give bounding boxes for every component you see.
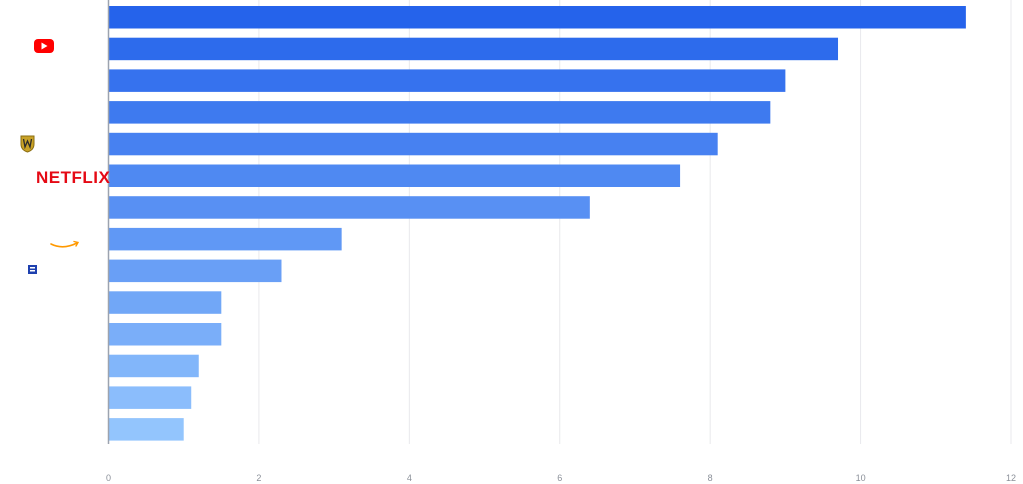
bar <box>108 101 771 124</box>
bar <box>108 69 786 92</box>
bar <box>108 37 839 61</box>
bar <box>108 323 222 346</box>
netflix-logo-icon: NETFLIX <box>36 168 110 187</box>
gridlines <box>258 0 1012 444</box>
bar <box>108 196 590 219</box>
bar <box>108 354 199 378</box>
bar <box>108 259 282 283</box>
warner-bros-logo-icon <box>20 135 35 153</box>
youtube-logo-icon <box>34 39 54 53</box>
netflix-logo-text: NETFLIX <box>36 168 110 187</box>
bars <box>108 6 966 441</box>
bar <box>108 6 966 29</box>
bar <box>108 386 192 409</box>
amazon-logo-icon <box>50 240 80 248</box>
bar <box>108 164 681 187</box>
bar <box>108 291 222 314</box>
bar <box>108 418 184 441</box>
x-tick-label: 12 <box>1006 473 1016 483</box>
bar <box>108 132 718 156</box>
x-tick-label: 0 <box>106 473 111 483</box>
x-tick-label: 8 <box>708 473 713 483</box>
bar <box>108 227 342 251</box>
x-tick-label: 4 <box>407 473 412 483</box>
x-tick-label: 2 <box>256 473 261 483</box>
x-tick-label: 6 <box>557 473 562 483</box>
x-tick-label: 10 <box>856 473 866 483</box>
small-network-logo-icon <box>28 265 37 274</box>
x-axis-ticks: 0 2 4 6 8 10 12 <box>106 473 1016 483</box>
